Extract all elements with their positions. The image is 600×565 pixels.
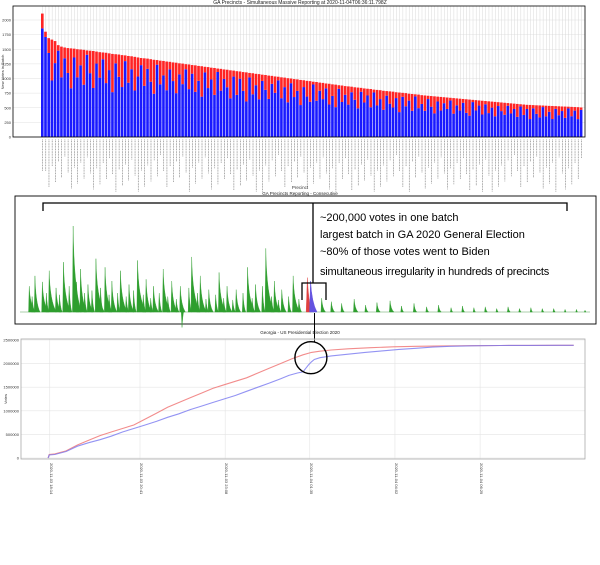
chart3-ytick: 2500000 [3, 338, 19, 343]
chart3-title: Georgia - US Presidential Election 2020 [260, 330, 340, 335]
chart3-ylabel: Votes [3, 394, 8, 404]
chart3-xtick: 2020-11-04 04:02 [394, 463, 399, 495]
chart3-xtick: 2020-11-03 23:08 [224, 463, 229, 495]
chart1-xlabel: Precinct [291, 185, 309, 190]
chart1-ytick: 0 [9, 135, 12, 140]
chart2-spike-chart [14, 195, 597, 328]
chart3-ytick: 2000000 [3, 361, 19, 366]
chart1-ytick: 1000 [2, 76, 12, 81]
big-bracket [42, 202, 568, 211]
chart1-ytick: 500 [4, 105, 11, 110]
chart3-xtick: 2020-11-03 20:41 [139, 463, 144, 495]
chart3-line-chart: 0 500000 1000000 1500000 2000000 2500000 2020-… [3, 338, 586, 495]
highlighted-batch-blue [309, 281, 318, 313]
chart1-title: GA Precincts - Simultaneous Massive Repo… [213, 0, 387, 6]
annotation-line-4: simultaneous irregularity in hundreds of… [320, 266, 550, 278]
chart1-bar-chart: 0 250 500 750 1000 1250 1500 1750 2000 New Votes … [0, 5, 586, 192]
chart3-xtick: 2020-11-03 18:14 [49, 463, 54, 495]
annotation-connector-line [314, 313, 316, 342]
chart2-title: GA Precincts Reporting - Consecutive [262, 191, 338, 196]
annotation-line-1: ~200,000 votes in one batch [320, 212, 459, 224]
small-bracket [301, 282, 327, 300]
annotation-line-2: largest batch in GA 2020 General Electio… [320, 229, 525, 241]
chart3-ytick: 500000 [6, 432, 20, 437]
chart3-ytick: 1500000 [3, 385, 19, 390]
chart1-ytick: 1250 [2, 61, 12, 66]
chart3-xtick: 2020-11-04 01:35 [309, 463, 314, 495]
chart1-ytick: 1750 [2, 32, 12, 37]
blue-cumulative-line [47, 344, 574, 459]
irregularity-circle [294, 341, 328, 375]
chart3-ytick: 0 [17, 456, 20, 461]
chart1-ytick: 250 [4, 120, 11, 125]
red-cumulative-line [47, 344, 574, 459]
chart3-ytick: 1000000 [3, 408, 19, 413]
chart3-xtick: 2020-11-04 06:29 [479, 463, 484, 495]
annotation-line-3: ~80% of those votes went to Biden [320, 246, 490, 258]
chart1-ytick: 2000 [2, 18, 12, 23]
chart1-ytick: 1500 [2, 47, 12, 52]
annotation-block: ~200,000 votes in one batch largest batc… [320, 210, 592, 281]
chart1-ytick: 750 [4, 91, 11, 96]
chart1-ylabel: New Votes in Batch [0, 55, 5, 90]
